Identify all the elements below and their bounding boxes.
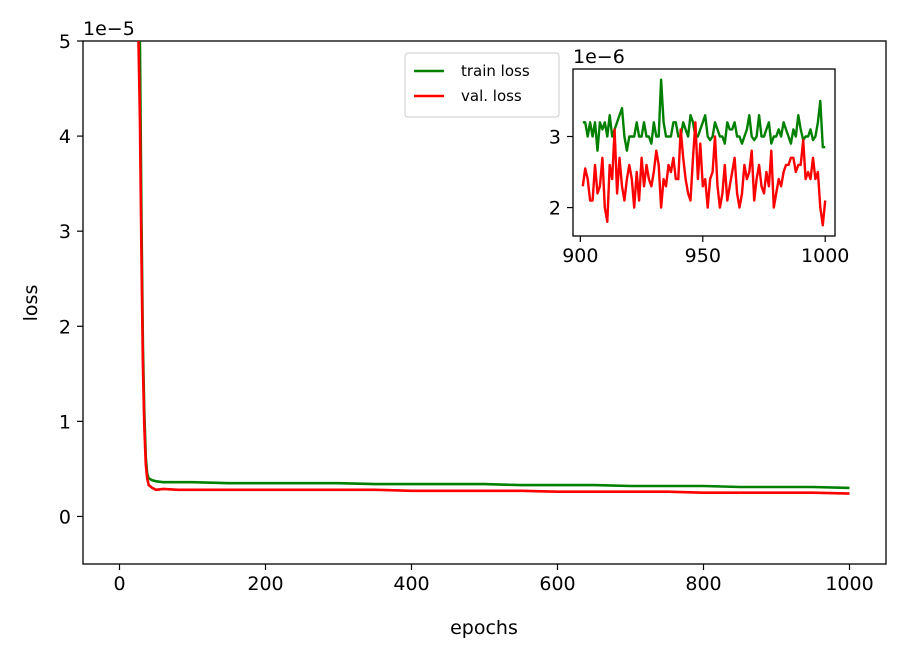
main-y-tick-label: 3 [59,221,71,243]
inset-scale-label: 1e−6 [573,46,625,68]
inset-plot-frame [572,68,836,237]
main-x-tick-label: 0 [113,573,125,595]
inset-x-tick-label: 900 [562,245,598,267]
inset-series-line-val [581,121,827,227]
legend: train loss val. loss [404,52,560,118]
main-x-tick-label: 1000 [825,573,873,595]
main-x-tick-label: 800 [685,573,721,595]
legend-label-val: val. loss [461,87,522,105]
main-y-tick-label: 2 [59,316,71,338]
inset-x-tick-label: 950 [685,245,721,267]
main-x-tick-label: 400 [393,573,429,595]
y-axis-label: loss [20,285,42,322]
legend-box [404,52,560,118]
main-y-tick-label: 1 [59,411,71,433]
inset-y-tick-label: 3 [549,127,561,149]
inset-series-group [581,78,827,227]
main-series-line-val [137,40,850,495]
main-axis-ticks: 0 200 400 600 800 1000 0 1 2 3 4 5 [59,31,874,595]
main-y-tick-label: 4 [59,126,71,148]
main-plot-frame [82,40,887,565]
main-y-tick-label: 5 [59,31,71,53]
main-x-tick-label: 600 [539,573,575,595]
inset-series-line-train [582,78,826,152]
inset-y-tick-label: 2 [549,198,561,220]
x-axis-label: epochs [450,617,518,639]
main-y-tick-label: 0 [59,506,71,528]
main-series-group [137,40,850,495]
inset-x-tick-label: 1000 [801,245,849,267]
inset-axis-ticks: 900 950 1000 2 3 [549,127,849,267]
main-scale-label: 1e−5 [83,18,135,40]
legend-label-train: train loss [461,62,530,80]
main-x-tick-label: 200 [247,573,283,595]
